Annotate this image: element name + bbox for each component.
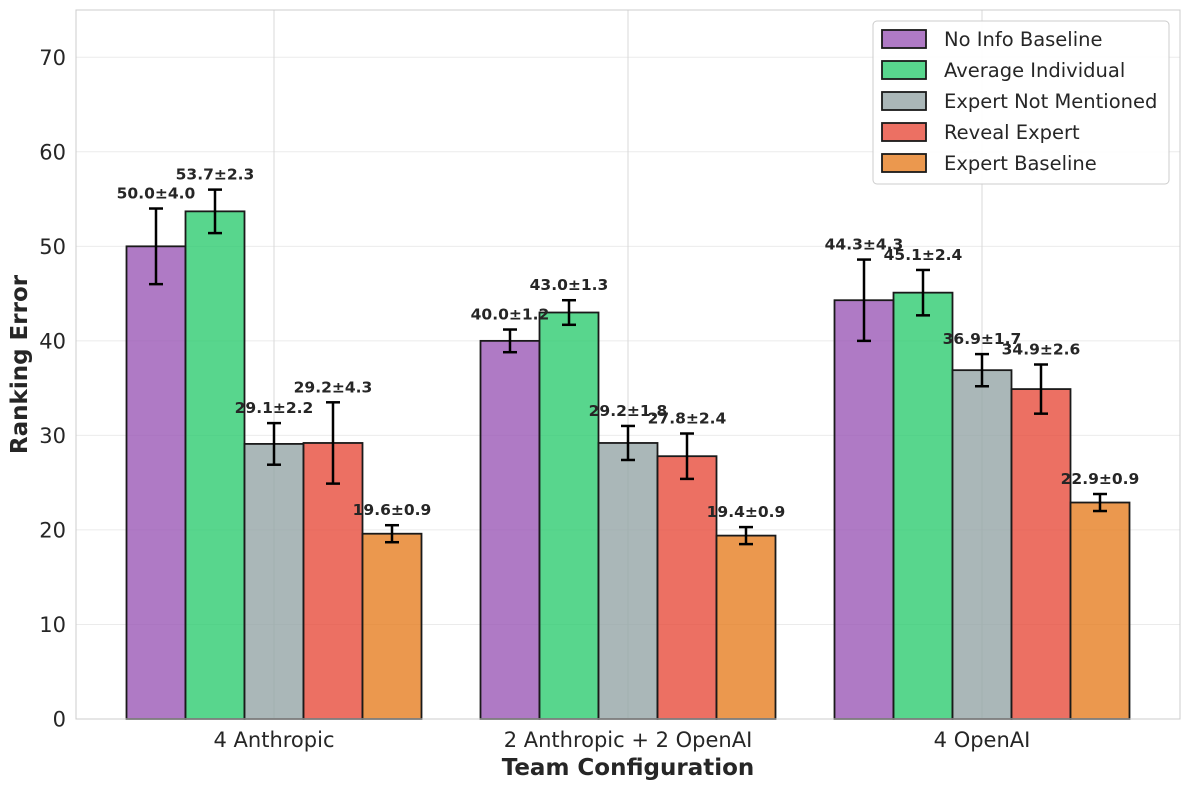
y-tick-label: 60 [39,140,66,164]
data-label: 29.2±1.8 [589,402,668,420]
bar [243,443,305,720]
bar [479,339,541,720]
data-label: 50.0±4.0 [117,185,196,203]
y-tick-label: 0 [53,708,66,732]
bar [302,442,364,720]
bar [1010,388,1072,720]
bar [597,442,659,720]
data-label: 44.3±4.3 [825,236,904,254]
data-label: 40.0±1.2 [471,306,550,324]
bar [361,532,423,720]
plot-frame [75,9,1181,720]
legend-label: Reveal Expert [944,121,1080,144]
bar [892,291,954,720]
legend-swatch [881,122,927,142]
data-label: 36.9±1.7 [943,330,1022,348]
data-label: 45.1±2.4 [884,246,963,264]
y-axis-title: Ranking Error [7,274,33,454]
data-label: 22.9±0.9 [1061,470,1140,488]
legend-swatch [881,29,927,49]
data-label: 29.2±4.3 [294,378,373,396]
bar [538,311,600,720]
data-label: 53.7±2.3 [176,166,255,184]
x-axis-title: Team Configuration [502,755,755,781]
data-label: 27.8±2.4 [648,410,727,428]
bar [715,534,777,720]
legend-swatch [881,91,927,111]
y-tick-label: 70 [39,46,66,70]
y-tick-label: 30 [39,424,66,448]
legend-label: Expert Not Mentioned [944,90,1157,113]
bar [951,369,1013,720]
y-tick-label: 50 [39,235,66,259]
legend: No Info Baseline Average Individual Expert… [872,20,1170,185]
x-tick-label: 2 Anthropic + 2 OpenAI [504,728,753,752]
y-tick-label: 20 [39,518,66,542]
data-label: 19.4±0.9 [707,503,786,521]
data-label: 19.6±0.9 [353,501,432,519]
legend-box [872,20,1170,185]
bar [656,455,718,720]
legend-label: Average Individual [944,59,1125,82]
data-label: 29.1±2.2 [235,399,314,417]
data-label: 34.9±2.6 [1002,341,1081,359]
y-tick-label: 40 [39,329,66,353]
y-tick-label: 10 [39,613,66,637]
data-labels: 50.0±4.0 40.0±1.2 44.3±4.3 53.7±2.3 43.0±1.3… [117,166,1140,521]
legend-swatch [881,153,927,173]
legend-label: Expert Baseline [944,152,1097,175]
data-label: 43.0±1.3 [530,276,609,294]
x-tick-label: 4 OpenAI [934,728,1031,752]
x-tick-labels: 4 Anthropic 2 Anthropic + 2 OpenAI 4 OpenA… [214,728,1031,752]
y-tick-labels: 0 10 20 30 40 50 60 70 [39,46,66,732]
legend-label: No Info Baseline [944,28,1103,51]
bars [125,210,1131,720]
bar [1069,501,1131,720]
bar [184,210,246,720]
legend-swatch [881,60,927,80]
error-bars [149,188,1107,546]
x-tick-label: 4 Anthropic [214,728,335,752]
bar [125,245,187,720]
bar [833,299,895,720]
